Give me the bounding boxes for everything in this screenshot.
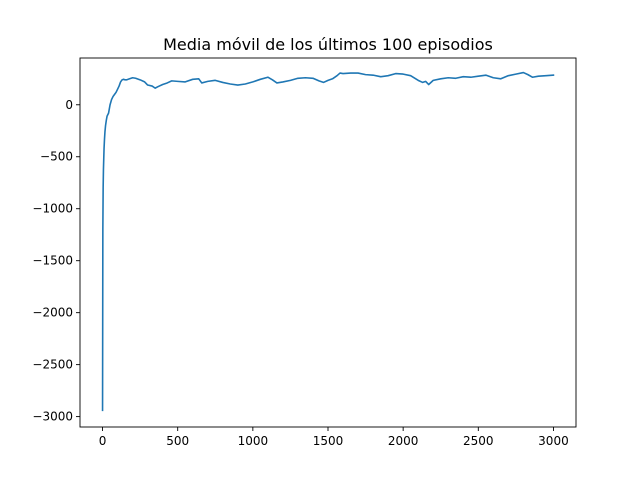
y-tick-label: −1000 bbox=[32, 202, 73, 216]
y-tick-label: 0 bbox=[65, 98, 73, 112]
x-tick-label: 1000 bbox=[238, 434, 269, 448]
x-tick-label: 2500 bbox=[463, 434, 494, 448]
plot-area: 0 500 1000 1500 2000 2500 3000 −3000 −2500 −2000 −… bbox=[32, 57, 577, 448]
x-tick-label: 500 bbox=[166, 434, 189, 448]
series-line-0 bbox=[101, 71, 555, 412]
x-tick-label: 0 bbox=[99, 434, 107, 448]
y-tick-label: −500 bbox=[40, 150, 73, 164]
y-tick-label: −2000 bbox=[32, 306, 73, 320]
y-tick-label: −1500 bbox=[32, 254, 73, 268]
chart-title: Media móvil de los últimos 100 episodios bbox=[163, 35, 493, 54]
x-tick-label: 2000 bbox=[388, 434, 419, 448]
x-tick-label: 1500 bbox=[313, 434, 344, 448]
y-tick-label: −3000 bbox=[32, 410, 73, 424]
y-tick-label: −2500 bbox=[32, 358, 73, 372]
x-tick-label: 3000 bbox=[538, 434, 569, 448]
